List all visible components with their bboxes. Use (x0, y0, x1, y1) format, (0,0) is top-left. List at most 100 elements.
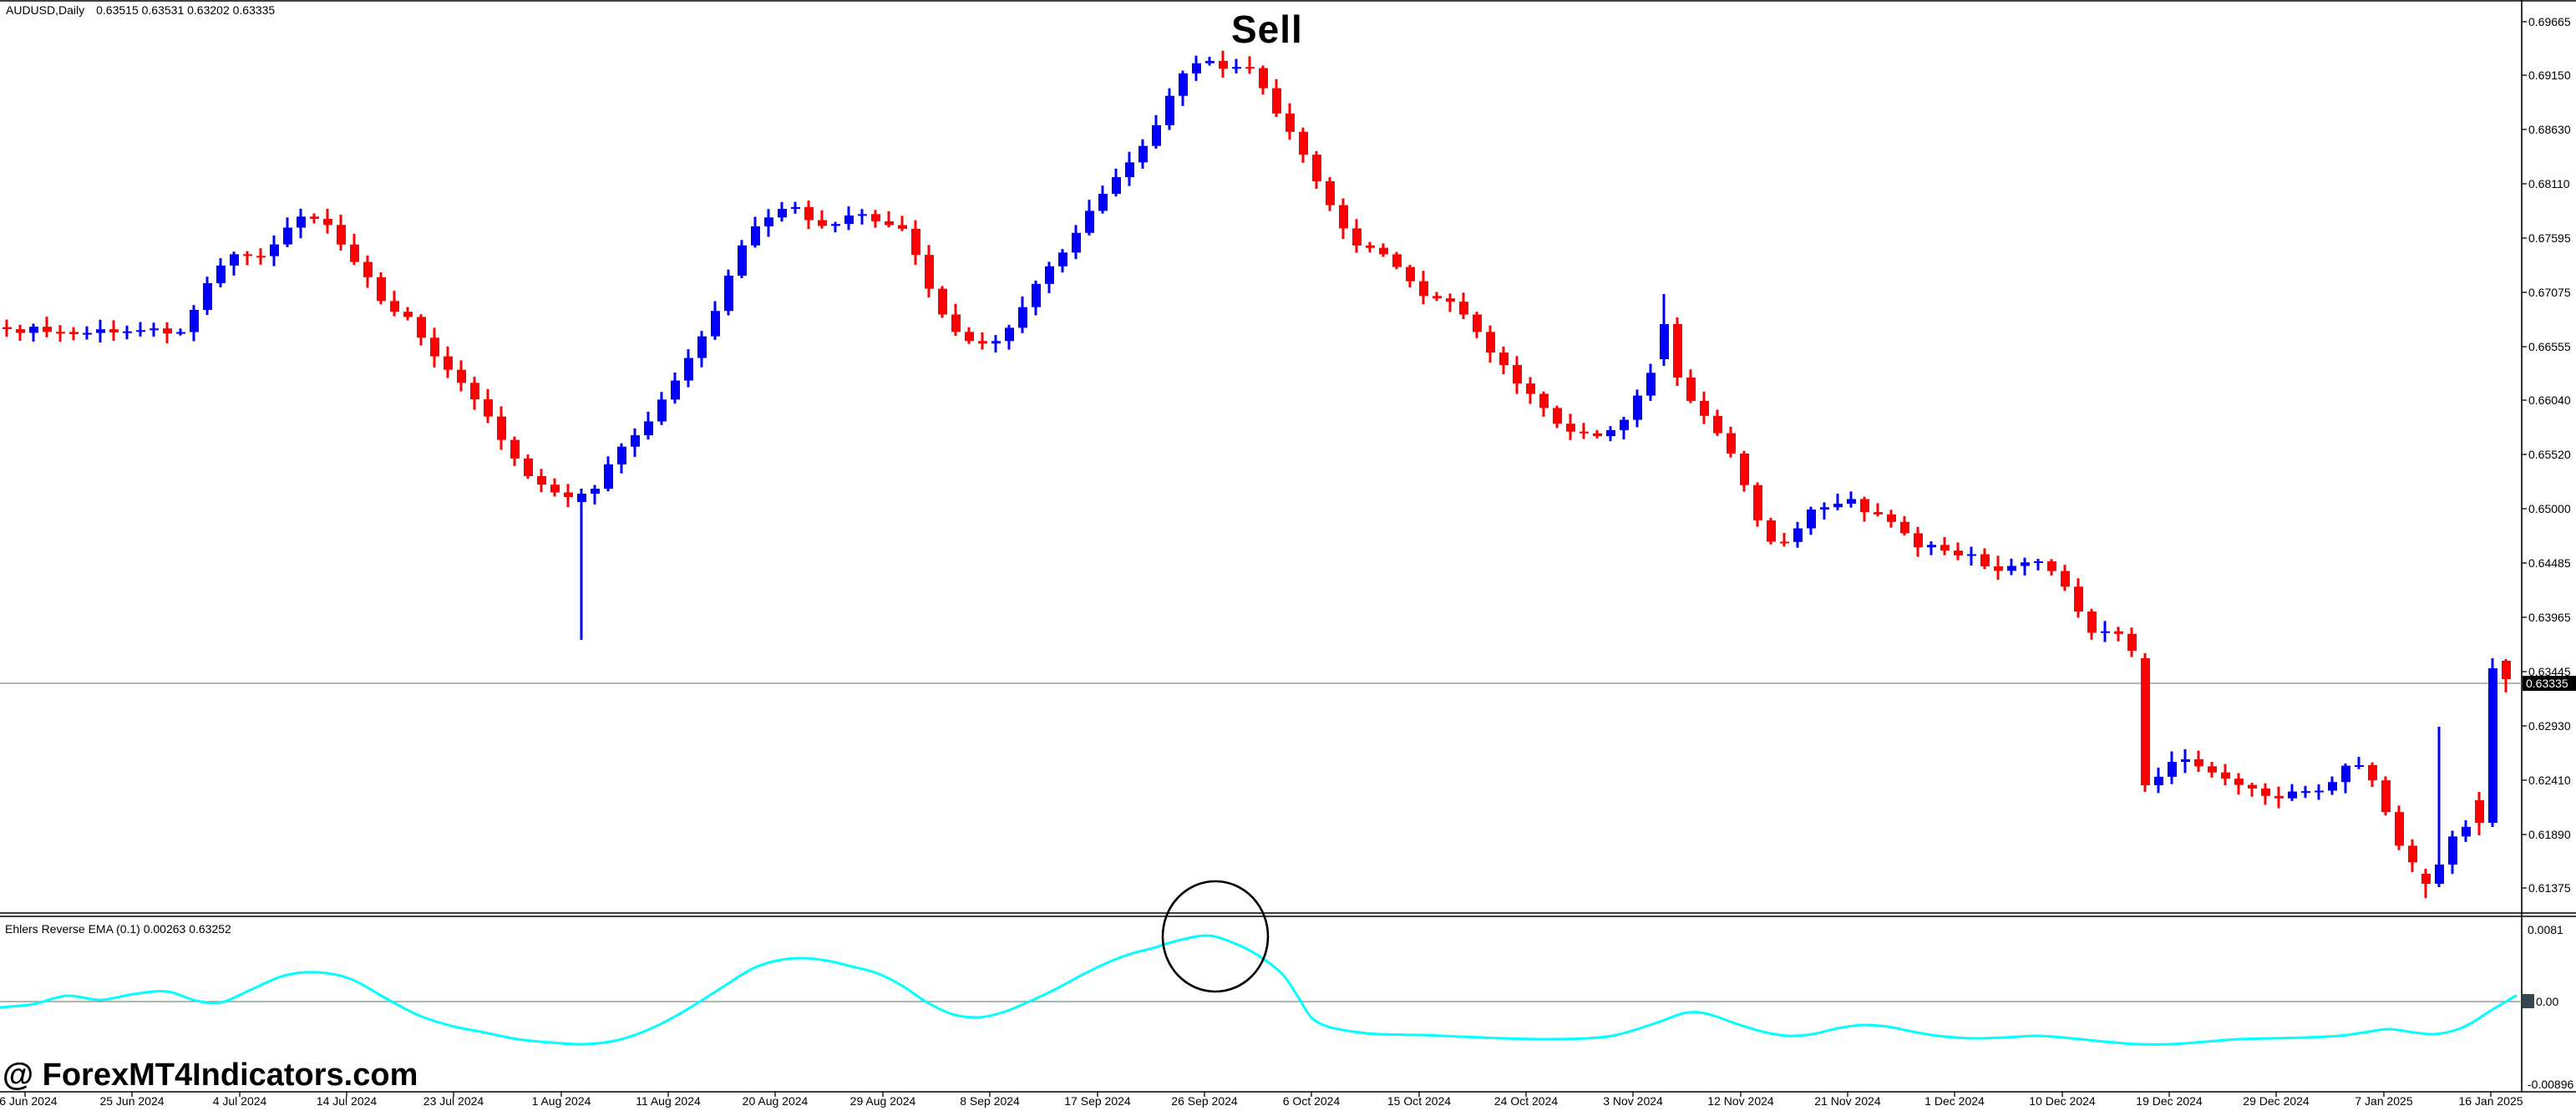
candle-bear (2127, 633, 2137, 652)
date-axis-label: 12 Nov 2024 (1707, 1094, 1774, 1108)
candle-bear (377, 276, 386, 302)
price-axis-label: 0.64485 (2528, 556, 2571, 570)
candle-bear (1914, 533, 1923, 548)
candle-bull (83, 332, 92, 335)
date-axis-label: 11 Aug 2024 (636, 1094, 701, 1108)
current-price-badge: 0.63335 (2523, 676, 2576, 691)
symbol-period-label: AUDUSD,Daily (6, 3, 85, 17)
candle-bull (2315, 790, 2324, 793)
candle-bull (1927, 545, 1936, 548)
candle-bull (1833, 504, 1843, 508)
candle-bear (550, 484, 560, 493)
candle-bull (1620, 419, 1629, 430)
watermark-text: @ ForexMT4Indicators.com (3, 1058, 418, 1093)
candle-bear (1767, 520, 1776, 542)
candle-bull (711, 311, 720, 337)
candle-bull (1045, 266, 1054, 284)
candlestick-series[interactable] (3, 50, 2511, 898)
candle-bear (2141, 658, 2150, 785)
candle-bear (1580, 431, 1589, 434)
candle-bull (1820, 507, 1829, 510)
date-axis-label: 3 Nov 2024 (1603, 1094, 1663, 1108)
candle-bull (724, 276, 733, 312)
indicator-zero-label: 0.00 (2536, 995, 2559, 1008)
price-axis-label: 0.68630 (2528, 123, 2571, 136)
candle-bear (978, 341, 987, 344)
candle-bull (1138, 145, 1148, 163)
candle-bull (844, 215, 854, 225)
candle-bull (136, 330, 145, 332)
date-axis-label: 10 Dec 2024 (2029, 1094, 2096, 1108)
candle-bull (991, 341, 1001, 344)
candle-bull (1072, 232, 1081, 253)
candle-bear (1446, 298, 1455, 302)
candle-bear (1245, 67, 1255, 69)
candle-bear (1700, 400, 1709, 416)
ehlers-reverse-ema-line (0, 934, 2518, 1046)
candle-bear (1499, 353, 1509, 366)
price-axis-label: 0.65520 (2528, 448, 2571, 461)
date-axis-label: 26 Sep 2024 (1171, 1094, 1238, 1108)
candle-bull (684, 358, 693, 381)
candle-bull (2328, 782, 2337, 791)
candle-bear (1954, 550, 1963, 556)
candle-bear (938, 288, 947, 315)
candle-bull (1125, 162, 1134, 178)
candle-bear (310, 216, 319, 220)
candle-bear (1259, 68, 1268, 89)
candle-bear (1727, 433, 1736, 454)
date-axis-label: 15 Oct 2024 (1387, 1094, 1452, 1108)
candle-bear (430, 337, 439, 357)
candle-bull (230, 254, 239, 266)
candle-bull (577, 494, 586, 502)
candle-bear (3, 327, 12, 330)
candle-bear (1713, 415, 1722, 434)
date-axis-label: 21 Nov 2024 (1814, 1094, 1881, 1108)
candle-bull (216, 265, 226, 284)
candle-bear (510, 439, 520, 459)
candle-bear (2381, 780, 2391, 813)
candle-bear (1459, 302, 1468, 315)
date-axis-label: 14 Jul 2024 (316, 1094, 378, 1108)
candle-bear (350, 244, 359, 262)
date-axis-label: 17 Sep 2024 (1064, 1094, 1131, 1108)
candle-bear (1860, 499, 1869, 513)
candle-bear (1940, 545, 1950, 551)
candle-bear (2114, 631, 2123, 634)
candle-bear (163, 328, 172, 334)
candle-bull (2355, 764, 2364, 767)
candle-bull (831, 224, 840, 226)
indicator-value-marker (2523, 994, 2534, 1008)
candle-bear (1887, 514, 1896, 522)
candle-bull (123, 331, 132, 333)
chart-title: AUDUSD,Daily 0.63515 0.63531 0.63202 0.63… (6, 3, 275, 17)
candle-bull (1793, 528, 1803, 542)
date-axis-label: 23 Jul 2024 (423, 1094, 484, 1108)
candle-bear (2194, 759, 2203, 767)
candle-bear (1379, 247, 1388, 255)
date-axis-label: 4 Jul 2024 (212, 1094, 267, 1108)
candle-bull (1646, 373, 1656, 396)
date-axis-label: 19 Dec 2024 (2136, 1094, 2203, 1108)
candle-bull (297, 216, 306, 228)
candle-bear (1272, 88, 1281, 114)
candle-bull (2101, 631, 2110, 633)
candle-bear (911, 228, 920, 256)
candle-bull (1967, 554, 1976, 556)
candle-bear (1780, 541, 1789, 544)
candle-bear (1740, 453, 1749, 485)
candle-bull (1205, 60, 1214, 63)
candle-bull (1179, 73, 1188, 96)
candle-bear (2421, 874, 2431, 884)
candle-bull (2168, 762, 2177, 777)
candle-bear (2261, 788, 2270, 796)
candle-bull (738, 245, 747, 276)
candle-bull (778, 209, 787, 218)
candle-bull (1005, 327, 1014, 342)
candle-bear (484, 399, 493, 417)
candle-bull (1018, 307, 1027, 328)
candle-bear (2395, 812, 2404, 846)
candle-bull (2341, 765, 2350, 783)
